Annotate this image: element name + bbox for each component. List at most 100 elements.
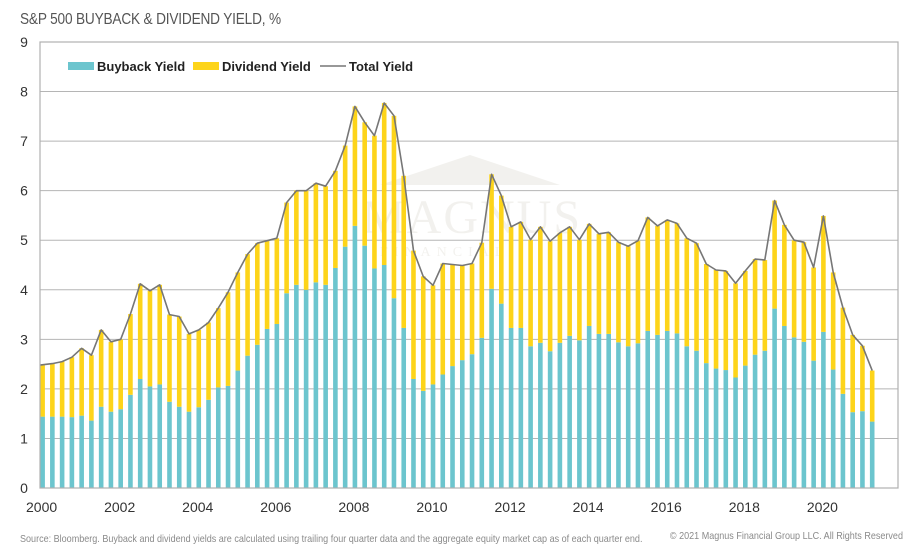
x-tick-label: 2018 bbox=[729, 499, 760, 515]
bar-dividend-yield bbox=[752, 259, 758, 355]
bar-buyback-yield bbox=[782, 325, 787, 488]
bar-dividend-yield bbox=[567, 226, 572, 336]
bar-buyback-yield bbox=[684, 346, 690, 488]
x-tick-label: 2012 bbox=[495, 499, 526, 515]
bar-buyback-yield bbox=[176, 406, 182, 488]
bar-buyback-yield bbox=[733, 377, 738, 488]
bar-dividend-yield bbox=[69, 357, 75, 418]
bar-dividend-yield bbox=[830, 272, 836, 370]
bar-buyback-yield bbox=[333, 267, 338, 488]
bar-buyback-yield bbox=[440, 374, 446, 488]
y-axis-ticks: 0 1 2 3 4 5 6 7 8 9 bbox=[20, 34, 28, 496]
bar-dividend-yield bbox=[342, 145, 348, 247]
bar-buyback-yield bbox=[235, 370, 241, 488]
x-tick-label: 2020 bbox=[807, 499, 838, 515]
bar-dividend-yield bbox=[762, 260, 768, 351]
bar-buyback-yield bbox=[743, 365, 748, 488]
bar-buyback-yield bbox=[655, 334, 660, 488]
y-tick-label: 7 bbox=[20, 133, 28, 149]
bar-dividend-yield bbox=[401, 175, 407, 328]
bar-dividend-yield bbox=[108, 341, 114, 412]
bar-dividend-yield bbox=[264, 240, 270, 329]
x-tick-label: 2006 bbox=[260, 499, 291, 515]
bar-buyback-yield bbox=[362, 245, 367, 488]
bar-dividend-yield bbox=[157, 284, 163, 385]
bar-dividend-yield bbox=[860, 345, 865, 412]
bar-buyback-yield bbox=[499, 303, 504, 488]
bar-dividend-yield bbox=[313, 183, 319, 283]
bar-dividend-yield bbox=[557, 232, 563, 343]
bar-dividend-yield bbox=[40, 365, 45, 417]
bar-dividend-yield bbox=[420, 276, 426, 391]
legend: Buyback Yield Dividend Yield Total Yield bbox=[68, 59, 413, 74]
bar-dividend-yield bbox=[128, 314, 133, 395]
bar-buyback-yield bbox=[59, 416, 65, 488]
bar-buyback-yield bbox=[791, 337, 797, 488]
y-tick-label: 9 bbox=[20, 34, 28, 50]
bar-buyback-yield bbox=[860, 411, 865, 488]
bar-buyback-yield bbox=[616, 342, 621, 488]
bar-buyback-yield bbox=[635, 343, 641, 488]
bar-buyback-yield bbox=[479, 337, 485, 488]
x-tick-label: 2002 bbox=[104, 499, 135, 515]
bar-dividend-yield bbox=[59, 361, 65, 417]
bar-dividend-yield bbox=[664, 219, 670, 331]
bar-dividend-yield bbox=[440, 263, 446, 375]
bar-buyback-yield bbox=[89, 420, 94, 488]
bar-buyback-yield bbox=[391, 298, 397, 488]
bar-buyback-yield bbox=[411, 378, 416, 488]
x-tick-label: 2008 bbox=[338, 499, 369, 515]
x-tick-label: 2016 bbox=[651, 499, 682, 515]
bar-buyback-yield bbox=[606, 333, 611, 488]
legend-label-dividend: Dividend Yield bbox=[222, 59, 311, 74]
bar-dividend-yield bbox=[625, 246, 631, 347]
bar-buyback-yield bbox=[459, 360, 465, 488]
bar-buyback-yield bbox=[713, 368, 719, 488]
bar-dividend-yield bbox=[255, 243, 260, 345]
legend-label-buyback: Buyback Yield bbox=[97, 59, 185, 74]
bar-buyback-yield bbox=[518, 327, 524, 488]
bar-buyback-yield bbox=[69, 417, 75, 488]
bar-dividend-yield bbox=[235, 272, 241, 371]
bar-dividend-yield bbox=[538, 226, 543, 343]
bar-dividend-yield bbox=[489, 174, 494, 289]
bar-dividend-yield bbox=[596, 233, 602, 334]
bar-buyback-yield bbox=[196, 407, 202, 488]
bar-dividend-yield bbox=[616, 242, 621, 343]
bar-dividend-yield bbox=[586, 223, 592, 326]
bar-buyback-yield bbox=[157, 384, 163, 488]
bar-buyback-yield bbox=[274, 323, 280, 488]
bar-buyback-yield bbox=[645, 330, 651, 488]
bar-buyback-yield bbox=[547, 351, 553, 488]
bar-dividend-yield bbox=[850, 334, 855, 413]
bar-dividend-yield bbox=[284, 202, 289, 294]
bar-dividend-yield bbox=[674, 223, 680, 334]
y-tick-label: 8 bbox=[20, 84, 28, 100]
y-tick-label: 2 bbox=[20, 381, 28, 397]
bar-buyback-yield bbox=[811, 360, 816, 488]
bar-buyback-yield bbox=[538, 342, 543, 488]
bar-dividend-yield bbox=[215, 308, 221, 388]
bar-buyback-yield bbox=[830, 369, 836, 488]
y-tick-label: 4 bbox=[20, 282, 28, 298]
bar-buyback-yield bbox=[40, 416, 45, 488]
bar-buyback-yield bbox=[450, 366, 455, 488]
bar-dividend-yield bbox=[147, 290, 153, 387]
bars bbox=[40, 102, 875, 488]
bar-buyback-yield bbox=[303, 289, 309, 488]
total-yield-line bbox=[39, 102, 873, 371]
bar-dividend-yield bbox=[528, 239, 533, 347]
bar-dividend-yield bbox=[713, 269, 719, 369]
bar-dividend-yield bbox=[791, 240, 797, 338]
bar-dividend-yield bbox=[801, 242, 807, 342]
y-tick-label: 1 bbox=[20, 430, 28, 446]
bar-buyback-yield bbox=[577, 340, 582, 488]
bar-buyback-yield bbox=[596, 333, 602, 488]
bar-buyback-yield bbox=[323, 284, 328, 488]
bar-dividend-yield bbox=[381, 102, 387, 265]
bar-buyback-yield bbox=[313, 282, 319, 488]
bar-buyback-yield bbox=[381, 265, 387, 488]
bar-dividend-yield bbox=[225, 292, 231, 386]
plot-border bbox=[39, 41, 899, 489]
